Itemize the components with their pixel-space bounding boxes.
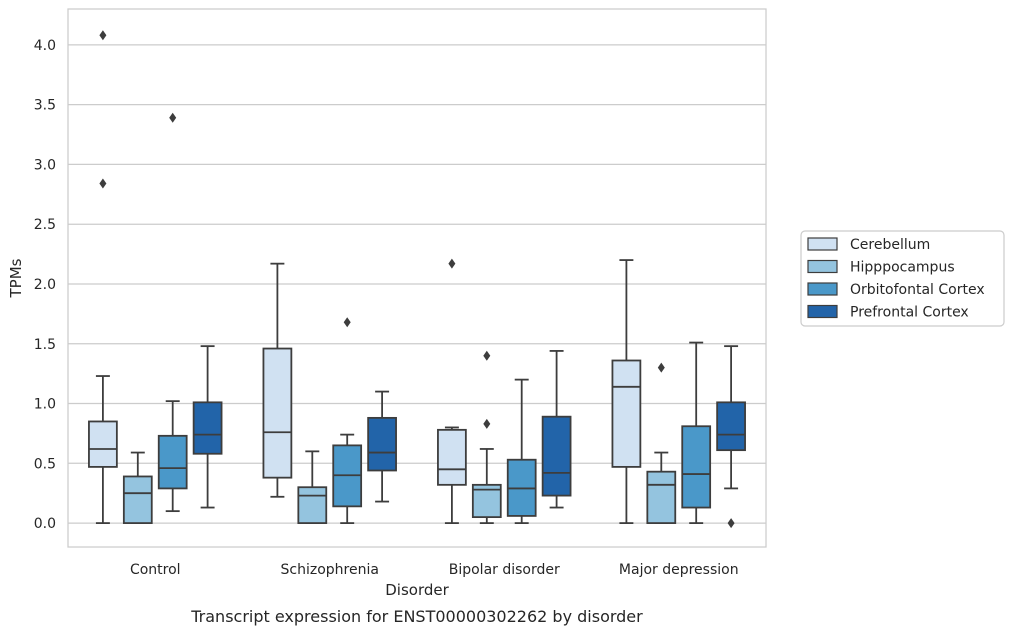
legend: Cerebellum Hipppocampus Orbitofontal Corte… [800,230,1005,327]
outlier-point [448,258,456,269]
box-prefrontal-cortex [367,390,397,503]
y-tick-label: 1.0 [34,397,56,413]
box-iqr [192,401,223,455]
x-tick-labels: Control Schizophrenia Bipolar disorder Majo… [130,562,739,578]
outlier-point [727,518,735,529]
box-hipppocampus [122,451,153,524]
outlier-point [169,112,177,123]
box-iqr [297,486,328,524]
outlier-point [657,362,665,373]
y-tick-label: 0.0 [34,516,56,532]
legend-label: Cerebellum [850,237,930,253]
box-hipppocampus [471,350,502,524]
box-cerebellum [88,30,118,524]
y-tick-label: 4.0 [34,38,56,54]
chart-caption: Transcript expression for ENST0000030226… [190,607,643,626]
outlier-point [99,30,107,41]
box-cerebellum [611,259,642,524]
box-cerebellum [262,262,293,498]
box-iqr [367,416,397,472]
box-iqr [611,359,642,468]
legend-label: Orbitofontal Cortex [850,282,985,298]
box-iqr [157,434,188,490]
plot-frame [67,8,767,548]
y-axis-label: TPMs [7,258,25,298]
outlier-point [343,317,351,328]
x-tick-label: Schizophrenia [281,562,379,578]
y-tick-labels: 0.0 0.5 1.0 1.5 2.0 2.5 3.0 3.5 4.0 [34,38,56,532]
legend-swatch [807,282,838,296]
y-gridlines [68,44,766,524]
box-iqr [122,475,153,524]
box-prefrontal-cortex [541,350,572,509]
legend-label: Hipppocampus [850,260,955,276]
box-hipppocampus [646,362,677,524]
box-prefrontal-cortex [716,345,746,529]
legend-swatch [807,304,838,319]
box-cerebellum [437,258,467,524]
box-iqr [646,470,677,524]
legend-label: Prefrontal Cortex [850,305,969,321]
box-iqr [541,415,572,497]
box-orbitofontal-cortex [681,341,712,524]
y-tick-label: 1.5 [34,337,56,353]
y-tick-label: 2.5 [34,217,56,233]
box-orbitofontal-cortex [157,112,188,513]
box-hipppocampus [297,450,328,524]
box-prefrontal-cortex [192,345,223,509]
y-tick-label: 3.5 [34,98,56,114]
legend-frame [800,230,1005,327]
x-tick-label: Major depression [619,562,739,578]
box-iqr [88,420,118,468]
box-iqr [262,347,293,479]
y-tick-label: 3.0 [34,157,56,173]
box-orbitofontal-cortex [332,317,363,524]
box-iqr [437,428,467,486]
outlier-point [483,350,491,361]
x-tick-label: Control [130,562,181,578]
legend-swatch [807,237,838,251]
box-orbitofontal-cortex [506,378,537,524]
x-axis-label: Disorder [385,581,449,599]
legend-swatch [807,259,838,274]
y-tick-label: 0.5 [34,456,56,472]
box-series-group [88,30,746,529]
box-iqr [716,401,746,452]
x-tick-label: Bipolar disorder [449,562,560,578]
outlier-point [483,418,491,429]
y-tick-label: 2.0 [34,277,56,293]
outlier-point [99,178,107,189]
box-iqr [681,425,712,509]
